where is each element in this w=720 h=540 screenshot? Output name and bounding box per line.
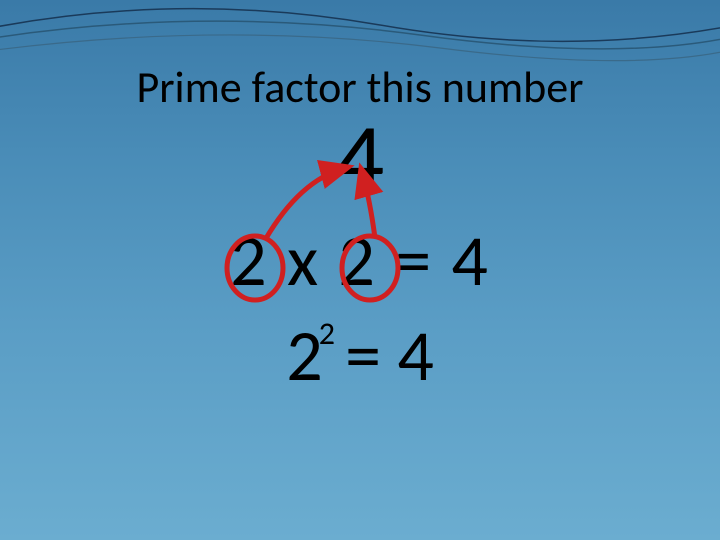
slide: Prime factor this number 4 2 x 2 = 4 22 … xyxy=(0,0,720,540)
target-number: 4 xyxy=(0,110,720,206)
equals-result-1: = 4 xyxy=(395,217,490,305)
exp-power: 2 xyxy=(319,314,335,353)
equation-exponent: 22 = 4 xyxy=(0,320,720,392)
factor-right: 2 xyxy=(338,217,377,305)
exp-base: 2 xyxy=(286,312,323,400)
equals-result-2: = 4 xyxy=(329,312,434,400)
times-symbol: x xyxy=(287,217,320,305)
equation-factors: 2 x 2 = 4 xyxy=(0,225,720,297)
factor-left: 2 xyxy=(230,217,269,305)
